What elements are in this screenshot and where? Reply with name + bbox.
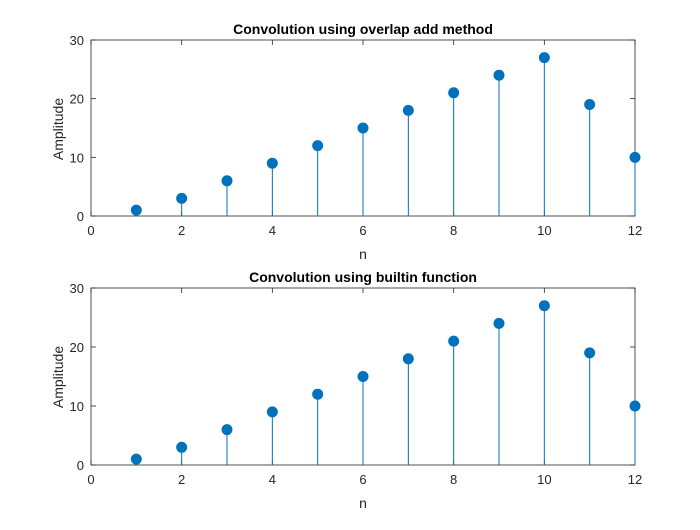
y-axis-label: Amplitude (50, 98, 66, 160)
y-tick-label: 0 (77, 458, 84, 473)
stem-marker (493, 317, 505, 329)
y-tick-label: 20 (70, 340, 84, 355)
stem-marker (266, 157, 278, 169)
subplot-title: Convolution using overlap add method (233, 21, 493, 37)
stem-marker (493, 69, 505, 81)
x-tick-label: 10 (537, 472, 551, 487)
stem-marker (629, 151, 641, 163)
x-tick-label: 0 (87, 472, 94, 487)
stem-marker (448, 335, 460, 347)
x-axis-label: n (359, 246, 367, 262)
stem-marker (176, 192, 188, 204)
stem-marker (176, 441, 188, 453)
stem-marker (402, 104, 414, 116)
x-axis-label: n (359, 495, 367, 511)
x-tick-label: 10 (537, 223, 551, 238)
stem-marker (538, 300, 550, 312)
x-tick-label: 0 (87, 223, 94, 238)
y-tick-label: 30 (70, 33, 84, 48)
stem-marker (357, 122, 369, 134)
stem-marker (130, 453, 142, 465)
x-tick-label: 12 (628, 472, 642, 487)
x-tick-label: 2 (178, 223, 185, 238)
x-tick-label: 6 (359, 472, 366, 487)
stem-marker (312, 140, 324, 152)
stem-marker (448, 87, 460, 99)
x-tick-label: 4 (269, 472, 276, 487)
stem-marker (266, 406, 278, 418)
stem-marker (402, 353, 414, 365)
stem-marker (221, 175, 233, 187)
x-tick-label: 12 (628, 223, 642, 238)
y-tick-label: 20 (70, 92, 84, 107)
stem-marker (221, 424, 233, 436)
subplot-title: Convolution using builtin function (249, 269, 477, 285)
y-tick-label: 0 (77, 209, 84, 224)
y-tick-label: 10 (70, 399, 84, 414)
y-tick-label: 10 (70, 150, 84, 165)
x-tick-label: 8 (450, 223, 457, 238)
x-tick-label: 8 (450, 472, 457, 487)
y-axis-label: Amplitude (50, 346, 66, 408)
x-tick-label: 4 (269, 223, 276, 238)
stem-marker (312, 388, 324, 400)
stem-marker (629, 400, 641, 412)
stem-marker (130, 204, 142, 216)
stem-marker (584, 347, 596, 359)
stem-marker (538, 52, 550, 64)
subplot-builtin: Convolution using builtin function n Amp… (50, 269, 642, 511)
x-tick-label: 2 (178, 472, 185, 487)
stem-marker (357, 371, 369, 382)
y-tick-label: 30 (70, 281, 84, 296)
x-tick-label: 6 (359, 223, 366, 238)
stem-marker (584, 99, 596, 111)
subplot-overlap-add: Convolution using overlap add method n A… (50, 21, 642, 262)
